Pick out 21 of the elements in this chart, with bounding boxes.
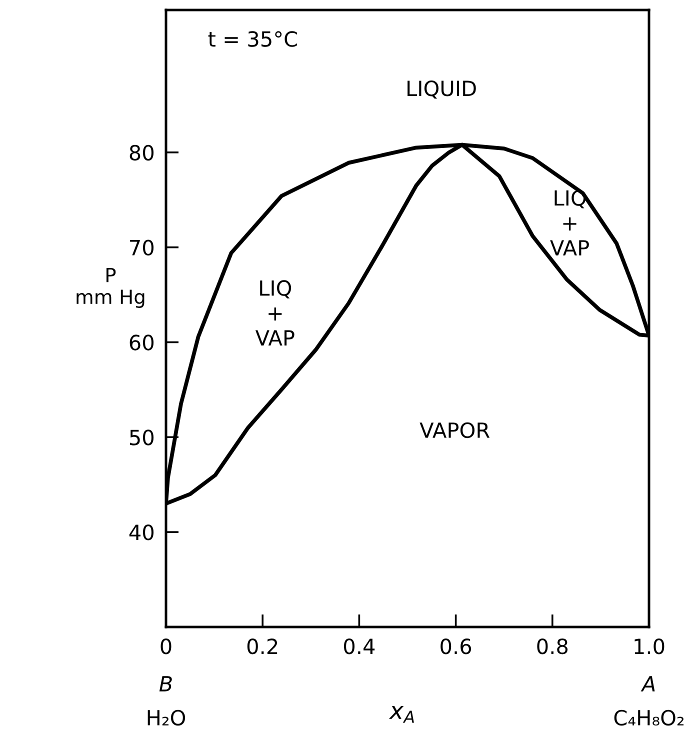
annotation: LIQUID bbox=[408, 80, 476, 99]
y-tick-label: 70 bbox=[130, 240, 154, 256]
x-tick-label: 0.8 bbox=[537, 638, 568, 654]
y-tick-label: 40 bbox=[129, 524, 154, 540]
x-tick-label: 0.6 bbox=[440, 638, 472, 654]
x-tick-label: 0.4 bbox=[344, 638, 375, 654]
x-tick-label: 0.2 bbox=[247, 638, 278, 654]
annotation: VAPOR bbox=[420, 422, 490, 438]
text: C₄H₈O₂ bbox=[614, 710, 684, 726]
text: A bbox=[640, 676, 655, 692]
x-axis-title: x$_{A}$ bbox=[388, 706, 414, 723]
y-axis-title: P mm Hg bbox=[76, 268, 144, 308]
annotation: LIQ + VAP bbox=[255, 280, 294, 346]
y-tick-label: 80 bbox=[130, 144, 154, 161]
x-tick-label: 1.0 bbox=[634, 638, 664, 654]
y-tick-label: 60 bbox=[130, 334, 154, 350]
text: B bbox=[159, 676, 172, 692]
y-tick-label: 50 bbox=[130, 430, 154, 446]
annotation: t = 35°C bbox=[208, 31, 297, 47]
text: H₂O bbox=[148, 710, 186, 726]
x-tick-label: 0 bbox=[160, 638, 172, 654]
